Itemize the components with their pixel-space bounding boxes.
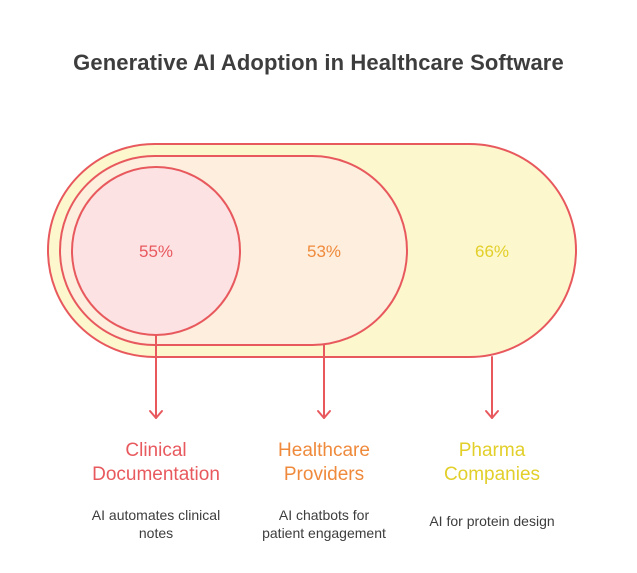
clinical-description-line1: AI automates clinical <box>91 507 221 523</box>
pharma-label-block: Pharma Companies AI for protein design <box>392 439 592 530</box>
providers-label-line1: Healthcare <box>278 440 370 461</box>
clinical-label-line1: Clinical <box>125 440 187 461</box>
clinical-description: AI automates clinical notes <box>56 506 256 542</box>
providers-description-line2: patient engagement <box>262 525 386 541</box>
pharma-label-line2: Companies <box>443 464 541 485</box>
providers-label: Healthcare Providers <box>224 439 424 487</box>
pharma-label-line1: Pharma <box>458 440 526 461</box>
clinical-percent: 55% <box>139 242 173 261</box>
providers-arrow <box>317 344 331 419</box>
clinical-arrow <box>149 334 163 419</box>
pharma-label: Pharma Companies <box>392 439 592 487</box>
providers-percent: 53% <box>307 242 341 261</box>
pharma-description: AI for protein design <box>392 512 592 530</box>
clinical-label-block: Clinical Documentation AI automates clin… <box>56 439 256 542</box>
clinical-label-line2: Documentation <box>92 464 220 485</box>
clinical-label: Clinical Documentation <box>56 439 256 487</box>
pharma-percent: 66% <box>475 242 509 261</box>
diagram-title: Generative AI Adoption in Healthcare Sof… <box>73 50 564 75</box>
clinical-description-line2: notes <box>138 525 174 541</box>
providers-label-line2: Providers <box>283 464 365 485</box>
providers-label-block: Healthcare Providers AI chatbots for pat… <box>224 439 424 542</box>
pharma-arrow <box>485 356 499 419</box>
providers-description: AI chatbots for patient engagement <box>224 506 424 542</box>
providers-description-line1: AI chatbots for <box>278 507 370 523</box>
pharma-description-line1: AI for protein design <box>429 513 555 529</box>
